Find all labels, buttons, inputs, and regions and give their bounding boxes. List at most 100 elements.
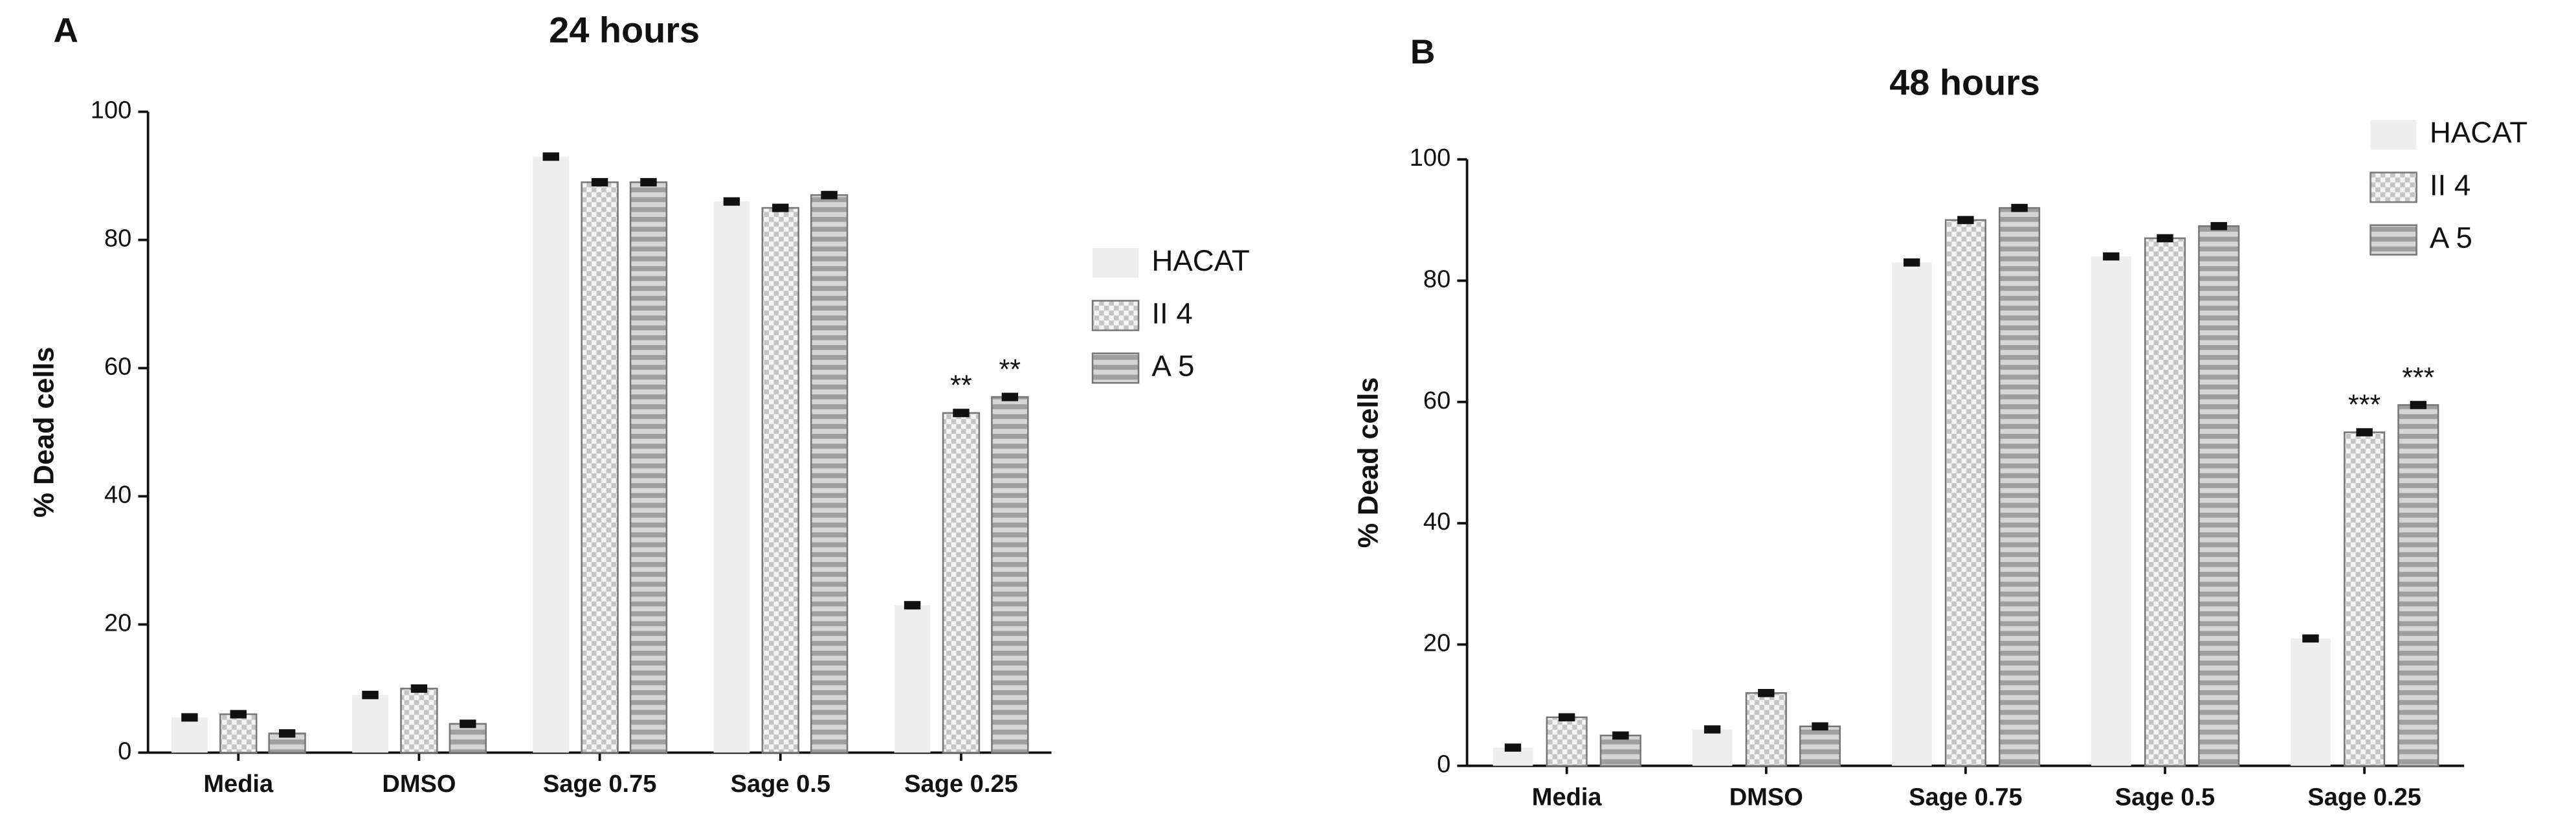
error-bar bbox=[278, 729, 296, 738]
bar bbox=[171, 717, 208, 753]
annotation: *** bbox=[2348, 390, 2381, 421]
error-bar bbox=[2011, 203, 2028, 212]
error-bar bbox=[1812, 722, 1828, 731]
error-bar bbox=[362, 690, 379, 699]
error-bar bbox=[2302, 634, 2319, 643]
bar bbox=[400, 688, 438, 754]
bar bbox=[219, 713, 258, 754]
chart-title: 48 hours bbox=[1889, 62, 2040, 103]
x-tick-label: Sage 0.5 bbox=[731, 771, 830, 798]
legend-swatch bbox=[1091, 352, 1140, 384]
bar bbox=[449, 723, 487, 754]
bar bbox=[1599, 734, 1641, 767]
y-tick-label: 40 bbox=[1423, 508, 1450, 535]
x-tick-label: DMSO bbox=[1729, 783, 1803, 811]
y-tick-label: 40 bbox=[104, 482, 131, 509]
x-tick-label: Media bbox=[203, 771, 274, 798]
x-tick-label: Sage 0.25 bbox=[904, 771, 1018, 798]
error-bar bbox=[542, 152, 559, 161]
bar bbox=[1692, 729, 1733, 766]
error-bar bbox=[1001, 392, 1019, 401]
error-bar bbox=[1612, 731, 1629, 740]
bar bbox=[2198, 225, 2240, 767]
bar bbox=[533, 156, 570, 753]
y-tick-label: 60 bbox=[104, 354, 131, 381]
y-tick-label: 100 bbox=[91, 97, 131, 124]
x-tick-label: Sage 0.75 bbox=[543, 771, 657, 798]
bar bbox=[761, 207, 799, 754]
legend-label: A 5 bbox=[1151, 350, 1194, 383]
y-axis-label: % Dead cells bbox=[29, 347, 60, 518]
error-bar bbox=[2103, 252, 2120, 261]
error-bar bbox=[1904, 258, 1920, 267]
error-bar bbox=[2410, 401, 2426, 409]
error-bar bbox=[821, 190, 838, 199]
error-bar bbox=[640, 177, 657, 186]
bar bbox=[1891, 262, 1932, 766]
bar bbox=[894, 605, 931, 753]
error-bar bbox=[230, 710, 247, 719]
error-bar bbox=[460, 719, 476, 728]
legend-label: II 4 bbox=[1151, 297, 1192, 330]
legend-swatch bbox=[2370, 120, 2417, 150]
bar bbox=[2091, 256, 2131, 766]
y-tick-label: 20 bbox=[1423, 629, 1450, 657]
bar bbox=[629, 181, 668, 754]
error-bar bbox=[410, 684, 428, 693]
x-tick-label: Media bbox=[1532, 783, 1603, 811]
legend-label: HACAT bbox=[2430, 116, 2527, 149]
chart-title: 24 hours bbox=[549, 10, 700, 51]
bar bbox=[581, 181, 619, 754]
y-tick-label: 80 bbox=[1423, 266, 1450, 293]
bar bbox=[2291, 638, 2331, 766]
bar bbox=[2344, 431, 2386, 767]
bar bbox=[991, 396, 1029, 754]
x-tick-label: DMSO bbox=[382, 771, 456, 798]
error-bar bbox=[1957, 216, 1974, 225]
error-bar bbox=[2210, 221, 2227, 231]
bar bbox=[1745, 692, 1787, 767]
legend-swatch bbox=[2370, 224, 2417, 256]
y-tick-label: 60 bbox=[1423, 387, 1450, 414]
panel-label: A bbox=[54, 12, 78, 50]
error-bar bbox=[1704, 725, 1721, 734]
bar bbox=[2397, 404, 2439, 767]
legend-swatch bbox=[1091, 300, 1140, 332]
bar bbox=[1799, 725, 1841, 767]
error-bar bbox=[772, 203, 789, 212]
y-tick-label: 80 bbox=[104, 225, 131, 253]
y-tick-label: 0 bbox=[118, 738, 131, 765]
legend-label: II 4 bbox=[2430, 168, 2471, 201]
bar bbox=[2144, 237, 2186, 767]
error-bar bbox=[953, 409, 970, 418]
error-bar bbox=[723, 197, 740, 206]
y-tick-label: 100 bbox=[1410, 144, 1450, 172]
bar bbox=[1546, 716, 1588, 767]
error-bar bbox=[1558, 713, 1575, 722]
y-tick-label: 0 bbox=[1437, 751, 1450, 778]
error-bar bbox=[1504, 743, 1522, 752]
y-axis-label: % Dead cells bbox=[1353, 378, 1384, 548]
legend-swatch bbox=[1092, 248, 1139, 278]
error-bar bbox=[181, 713, 198, 722]
error-bar bbox=[2356, 428, 2373, 436]
bar bbox=[810, 194, 849, 754]
x-tick-label: Sage 0.75 bbox=[1909, 783, 2023, 811]
error-bar bbox=[1758, 689, 1775, 697]
bar bbox=[352, 695, 388, 753]
bar bbox=[1944, 219, 1986, 767]
annotation: ** bbox=[950, 370, 972, 401]
x-tick-label: Sage 0.25 bbox=[2307, 783, 2421, 811]
y-tick-label: 20 bbox=[104, 609, 131, 637]
annotation: ** bbox=[999, 354, 1021, 385]
x-tick-label: Sage 0.5 bbox=[2115, 783, 2215, 811]
error-bar bbox=[2157, 234, 2173, 243]
error-bar bbox=[904, 601, 921, 610]
bar bbox=[713, 201, 750, 753]
legend-swatch bbox=[2370, 172, 2417, 203]
bar bbox=[942, 412, 981, 754]
bar bbox=[1999, 207, 2041, 767]
annotation: *** bbox=[2402, 363, 2435, 394]
